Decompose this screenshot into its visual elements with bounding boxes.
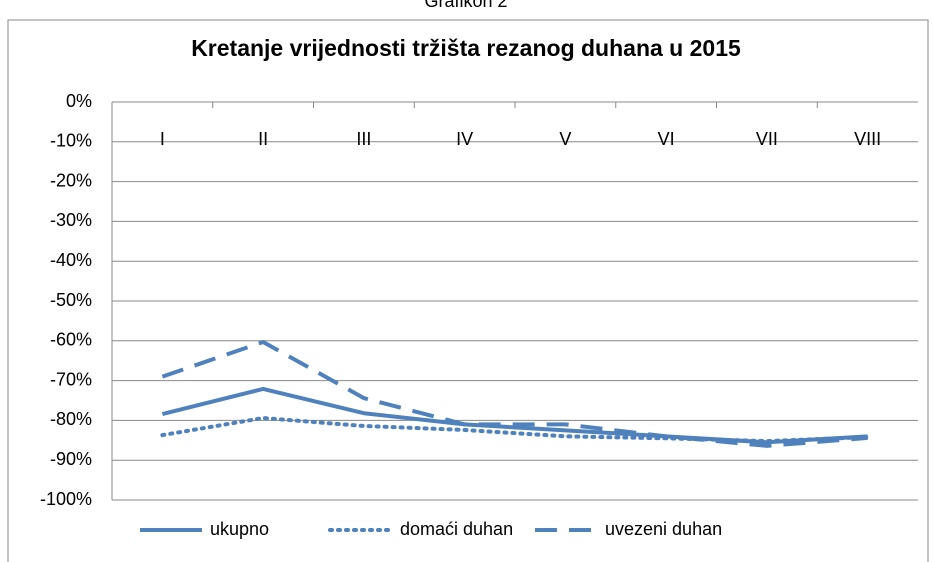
y-tick-label: -10% bbox=[50, 131, 92, 151]
y-tick-label: -90% bbox=[50, 449, 92, 469]
x-tick-label: V bbox=[559, 129, 571, 149]
x-tick-label: II bbox=[258, 129, 268, 149]
y-tick-label: -80% bbox=[50, 409, 92, 429]
x-tick-label: VII bbox=[756, 129, 778, 149]
y-tick-label: -40% bbox=[50, 250, 92, 270]
y-tick-label: -60% bbox=[50, 330, 92, 350]
line-series bbox=[160, 416, 870, 444]
line-series bbox=[161, 386, 868, 445]
y-tick-label: -50% bbox=[50, 290, 92, 310]
x-tick-label: VI bbox=[658, 129, 675, 149]
y-tick-label: -30% bbox=[50, 210, 92, 230]
x-tick-label: IV bbox=[456, 129, 473, 149]
y-tick-label: -100% bbox=[40, 489, 92, 509]
y-tick-label: -20% bbox=[50, 170, 92, 190]
x-tick-label: I bbox=[160, 129, 165, 149]
caption: Grafikon 2 bbox=[424, 0, 507, 11]
x-tick-label: III bbox=[356, 129, 371, 149]
legend-label: ukupno bbox=[210, 519, 269, 539]
y-tick-label: -70% bbox=[50, 369, 92, 389]
y-tick-label: 0% bbox=[66, 91, 92, 111]
x-tick-label: VIII bbox=[854, 129, 881, 149]
line-series bbox=[161, 339, 868, 448]
chart-title: Kretanje vrijednosti tržišta rezanog duh… bbox=[191, 35, 741, 61]
legend-label: uvezeni duhan bbox=[605, 519, 722, 539]
chart-border bbox=[7, 19, 929, 562]
legend-label: domaći duhan bbox=[400, 519, 513, 539]
